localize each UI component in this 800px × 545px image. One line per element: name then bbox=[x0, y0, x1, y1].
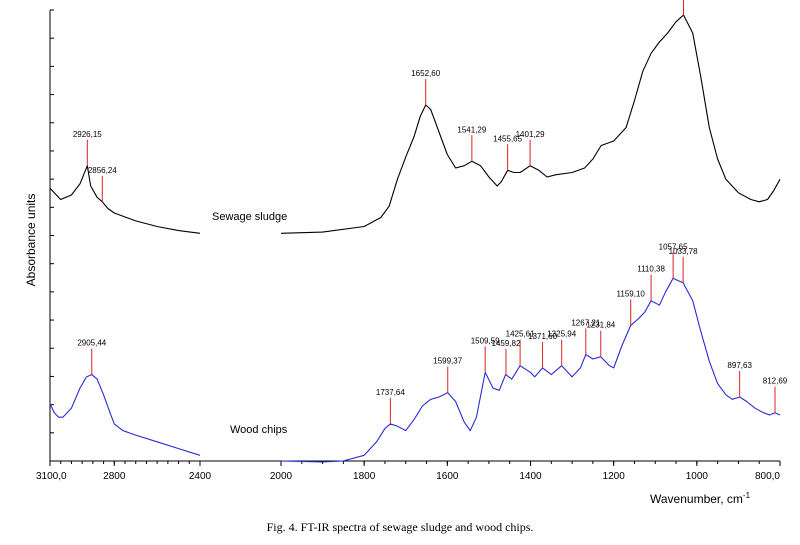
x-axis-title-text: Wavenumber, cm bbox=[650, 492, 743, 506]
annotation-label: 1325,94 bbox=[547, 330, 576, 339]
series-line-sewage-sludge-1 bbox=[49, 165, 201, 234]
annotation-layer: 2926,15 2856,24 1652,60 1541,29 1455,651401,… bbox=[73, 0, 788, 424]
annotation-label: 1033,78 bbox=[669, 247, 698, 256]
annotation-label: 1401,29 bbox=[516, 130, 545, 139]
series-line-wood-chips-1 bbox=[49, 374, 201, 456]
x-axis-title: Wavenumber, cm-1 bbox=[650, 491, 751, 506]
annotation-label: 1267,21 bbox=[571, 318, 600, 327]
annotation-label: 1057,65 bbox=[659, 242, 688, 251]
annotation-label: 1371,60 bbox=[528, 332, 557, 341]
x-tick-label: 1000 bbox=[686, 471, 709, 482]
x-tick-label: 2800 bbox=[103, 471, 126, 482]
series-label: Wood chips bbox=[230, 424, 288, 436]
annotation-label: 1652,60 bbox=[411, 69, 440, 78]
annotation-label: 812,69 bbox=[763, 377, 788, 386]
annotation-label: 2905,44 bbox=[77, 339, 106, 348]
y-axis-title: Absorbance units bbox=[24, 194, 38, 287]
annotation-label: 1459,82 bbox=[492, 339, 521, 348]
annotation-label: 1541,29 bbox=[457, 125, 486, 134]
annotation-label: 1231,84 bbox=[586, 321, 615, 330]
x-axis-title-sup: -1 bbox=[743, 491, 751, 500]
x-tick-label: 1400 bbox=[519, 471, 542, 482]
figure-caption: Fig. 4. FT-IR spectra of sewage sludge a… bbox=[266, 520, 534, 534]
x-tick-label: 3100,0 bbox=[36, 471, 67, 482]
annotation-label: 1425,61 bbox=[506, 330, 535, 339]
x-tick-label: 800,0 bbox=[755, 471, 780, 482]
annotation-label: 897,63 bbox=[727, 361, 752, 370]
annotation-label: 1455,65 bbox=[493, 134, 522, 143]
annotation-label: 2856,24 bbox=[88, 166, 117, 175]
annotation-label: 1599,37 bbox=[433, 357, 462, 366]
x-tick-label: 2000 bbox=[270, 471, 293, 482]
annotation-label: 1159,10 bbox=[617, 289, 646, 298]
series-line-wood-chips-2 bbox=[280, 277, 781, 463]
annotation-label: 2926,15 bbox=[73, 130, 102, 139]
axes: 3100,0 2800 2400 2000 1800 1600 1400 1200 1000 80… bbox=[36, 9, 781, 482]
x-tick-label: 1600 bbox=[436, 471, 459, 482]
x-tick-label: 1800 bbox=[353, 471, 376, 482]
x-tick-label: 2400 bbox=[189, 471, 212, 482]
annotation-label: 1737,64 bbox=[376, 388, 405, 397]
x-tick-label: 1200 bbox=[603, 471, 626, 482]
series-label: Sewage sludge bbox=[212, 211, 287, 223]
annotation-label: 1509,59 bbox=[471, 336, 500, 345]
series-line-sewage-sludge-2 bbox=[280, 14, 781, 234]
annotation-label: 1110,38 bbox=[637, 265, 665, 274]
series-layer: Sewage sludge Wood chips bbox=[49, 14, 781, 463]
